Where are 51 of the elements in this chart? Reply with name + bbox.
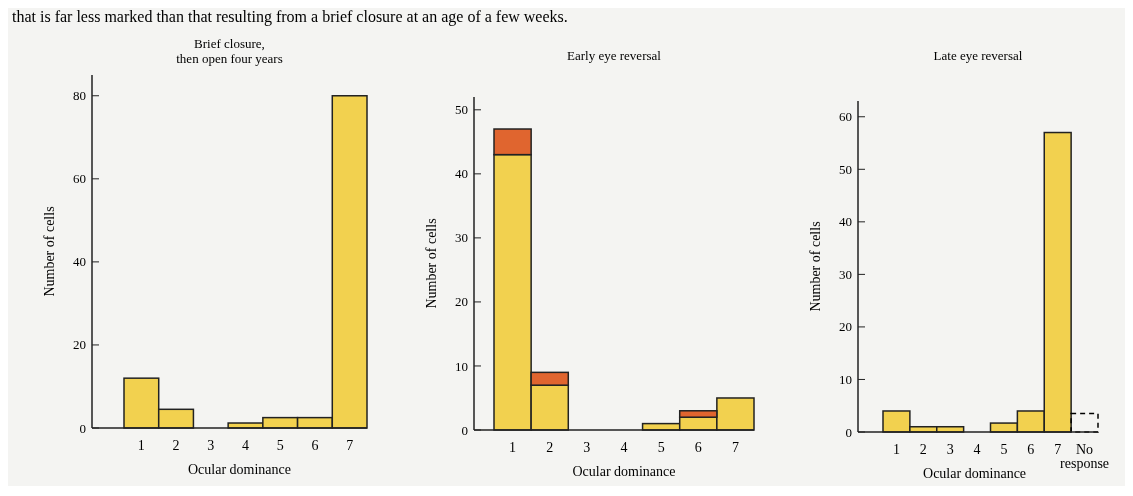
x-tick-label: 1: [509, 440, 517, 455]
x-tick-label: 3: [207, 438, 215, 453]
y-tick-label: 40: [455, 166, 468, 182]
y-tick-label: 40: [73, 254, 86, 270]
x-axis-title: Ocular dominance: [187, 462, 292, 477]
x-tick-label: 6: [694, 440, 702, 455]
y-tick-label: 60: [73, 171, 86, 187]
x-tick-label: 2: [172, 438, 180, 453]
x-tick-label: 6: [1027, 442, 1035, 457]
chart-title: Early eye reversal: [567, 48, 662, 63]
y-tick-label: 80: [73, 88, 86, 104]
y-tick-label: 20: [73, 337, 86, 353]
x-tick-label: 5: [657, 440, 665, 455]
y-tick-label: 50: [455, 102, 468, 118]
y-tick-label: 0: [845, 424, 852, 440]
x-tick-label: 4: [620, 440, 628, 455]
x-tick-label: 5: [1000, 442, 1008, 457]
y-tick-label: 50: [839, 161, 852, 177]
x-axis-title: Ocular dominance: [923, 466, 1027, 481]
y-axis-title: Number of cells: [42, 206, 57, 297]
y-tick-label: 20: [839, 319, 852, 335]
y-tick-label: 30: [455, 230, 468, 246]
x-tick-label: 1: [892, 442, 900, 457]
y-tick-label: 0: [79, 420, 86, 436]
y-tick-label: 30: [839, 266, 852, 282]
x-tick-label: 7: [1054, 442, 1062, 457]
chart-title: Late eye reversal: [933, 48, 1023, 63]
y-axis-title: Number of cells: [808, 221, 823, 312]
x-tick-label: No response: [1060, 442, 1110, 471]
x-tick-label: 4: [973, 442, 981, 457]
x-tick-label: 2: [546, 440, 554, 455]
y-tick-label: 10: [455, 358, 468, 374]
y-tick-label: 60: [839, 109, 852, 125]
y-tick-label: 40: [839, 214, 852, 230]
y-tick-label: 10: [839, 372, 852, 388]
y-tick-label: 0: [461, 422, 468, 438]
x-tick-label: 5: [276, 438, 284, 453]
x-tick-label: 7: [346, 438, 354, 453]
chart-title: Brief closure, then open four years: [176, 36, 283, 66]
x-tick-label: 3: [583, 440, 591, 455]
x-tick-label: 1: [137, 438, 145, 453]
y-axis-title: Number of cells: [424, 218, 439, 309]
x-tick-label: 7: [731, 440, 739, 455]
y-tick-label: 20: [455, 294, 468, 310]
x-tick-label: 3: [946, 442, 954, 457]
bar: [1070, 412, 1099, 433]
x-tick-label: 4: [242, 438, 249, 453]
x-tick-label: 2: [919, 442, 927, 457]
x-tick-label: 6: [311, 438, 319, 453]
text: that is far less marked than that resulting from a brief closure at an age of a few weeks.: [12, 8, 568, 26]
x-axis-title: Ocular dominance: [572, 464, 676, 479]
